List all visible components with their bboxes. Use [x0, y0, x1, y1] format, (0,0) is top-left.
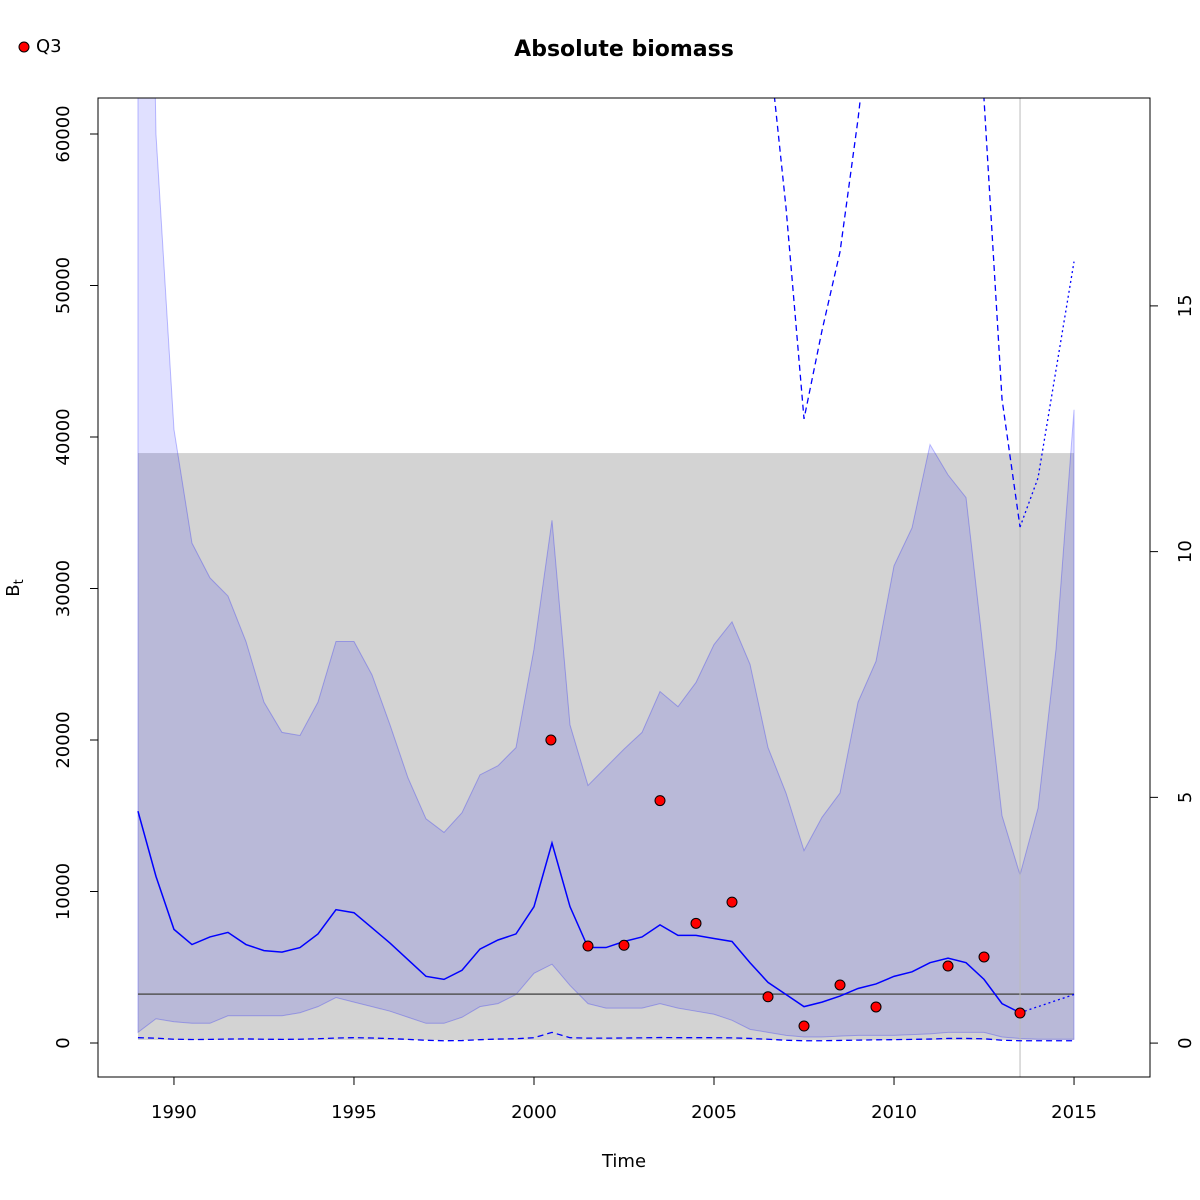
x-tick-label: 2005 [691, 1102, 737, 1123]
series-line [137, 1031, 1075, 1042]
observation-point [726, 896, 738, 908]
legend-marker [18, 41, 30, 53]
y-tick-label: 30000 [53, 560, 74, 617]
observation-point [690, 917, 702, 929]
x-tick-label: 2015 [1051, 1102, 1097, 1123]
y-tick-label: 10000 [53, 863, 74, 920]
plot-area [137, 98, 1075, 1077]
x-tick-label: 2010 [871, 1102, 917, 1123]
x-tick-label: 1990 [151, 1102, 197, 1123]
y-tick-label: 0 [53, 1037, 74, 1048]
plot-frame [97, 97, 1151, 1078]
x-tick-label: 1995 [331, 1102, 377, 1123]
y2-tick-label: 15 [1175, 294, 1196, 317]
y-tick-label: 60000 [53, 105, 74, 162]
y-tick-label: 20000 [53, 711, 74, 768]
series-line [1019, 261, 1075, 528]
x-tick-label: 2000 [511, 1102, 557, 1123]
y-tick-label: 50000 [53, 257, 74, 314]
y2-tick-label: 0 [1175, 1037, 1196, 1048]
observation-point [1014, 1007, 1026, 1019]
observation-point [654, 795, 666, 807]
observation-point [618, 939, 630, 951]
confidence-band [137, 98, 1075, 1040]
legend-label: Q3 [36, 36, 62, 57]
observation-point [545, 734, 557, 746]
y-label-main: B [3, 584, 24, 596]
chart-title: Absolute biomass [514, 37, 734, 62]
observation-point [834, 979, 846, 991]
y-label-sub: t [12, 579, 27, 584]
y2-tick-label: 5 [1175, 792, 1196, 803]
y-axis-label: Bt [3, 579, 27, 596]
observation-point [978, 951, 990, 963]
observation-point [942, 960, 954, 972]
series-line [137, 811, 1021, 1014]
observation-point [798, 1020, 810, 1032]
observation-point [762, 991, 774, 1003]
reference-band [137, 453, 1075, 1040]
observation-point [870, 1001, 882, 1013]
y-tick-label: 40000 [53, 408, 74, 465]
y2-tick-label: 10 [1175, 540, 1196, 563]
series-line [773, 98, 1021, 528]
x-axis-label: Time [601, 1151, 646, 1172]
observation-point [582, 940, 594, 952]
